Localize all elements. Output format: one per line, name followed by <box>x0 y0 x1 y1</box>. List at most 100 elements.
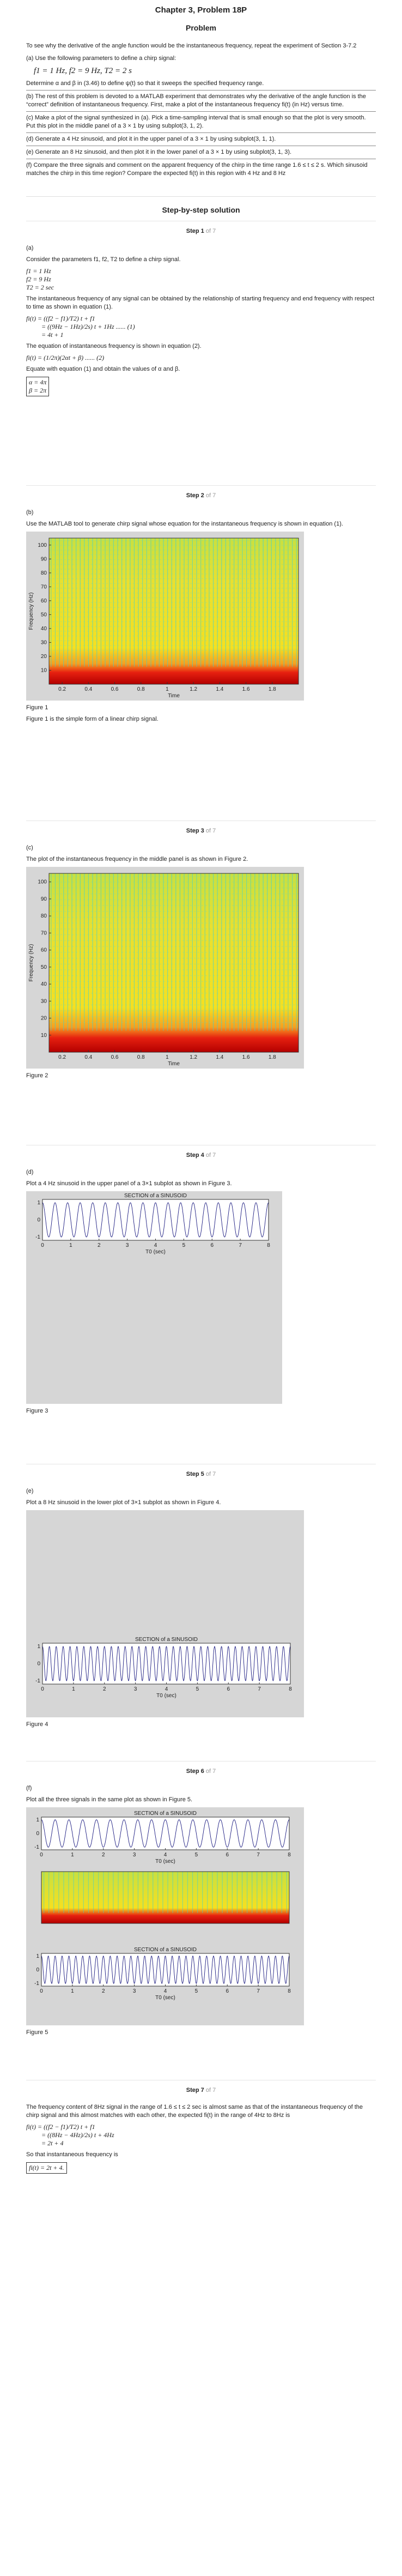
x-tick-label: 8 <box>289 1686 292 1692</box>
y-tick-label: 70 <box>41 930 47 936</box>
x-tick-label: 1.2 <box>190 1054 197 1060</box>
sinusoid-line <box>41 1819 290 1848</box>
combined-figure-5: SECTION of a SINUSOID 1 0 -1 0 1 2 3 4 5 6 7 8 T0 (se… <box>26 1807 304 2025</box>
solution-title: Step-by-step solution <box>162 206 240 214</box>
step-number: Step 5 <box>186 1471 204 1477</box>
step-of: of 7 <box>205 1768 216 1775</box>
sinusoid-title: SECTION of a SINUSOID <box>124 1193 187 1199</box>
equation-line: = ((8Hz − 4Hz)/2s) t + 4Hz <box>41 2131 114 2139</box>
sinusoid-title: SECTION of a SINUSOID <box>134 1811 197 1817</box>
y-tick-label: 0 <box>37 1217 40 1223</box>
x-axis-label: T0 (sec) <box>145 1249 166 1255</box>
x-tick-label: 0.2 <box>58 1054 66 1060</box>
step-body: (d) Plot a 4 Hz sinusoid in the upper pa… <box>26 1168 376 1415</box>
y-tick-label: 20 <box>41 1016 47 1022</box>
part-a-text-2: Determine α and β in (3.46) to define ψ(… <box>26 80 264 87</box>
step-text: Figure 1 is the simple form of a linear … <box>26 716 159 722</box>
part-a-text: (a) Use the following parameters to defi… <box>26 55 176 62</box>
step-text: The instantaneous frequency of any signa… <box>26 295 375 310</box>
answer-box: α = 4π β = 2π <box>26 377 50 396</box>
y-tick-label: 50 <box>41 612 47 618</box>
equation-line: = 4t + 1 <box>41 331 64 339</box>
step-number: Step 2 <box>186 492 204 499</box>
step-header: Step 6 of 7 <box>26 1768 376 1775</box>
x-tick-label: 4 <box>165 1686 168 1692</box>
step-of: of 7 <box>205 1471 216 1477</box>
part-label: (b) <box>26 509 34 516</box>
part-label: (d) <box>26 1169 34 1175</box>
x-tick-label: 3 <box>133 1988 136 1994</box>
equation-line: fi(t) = ((f2 − f1)/T2) t + f1 <box>26 315 95 322</box>
plot-frame <box>41 1817 290 1850</box>
chapter-title: Chapter 3, Problem 18P <box>155 5 247 15</box>
x-tick-label: 2 <box>98 1242 101 1248</box>
x-tick-label: 0.8 <box>137 686 145 692</box>
y-tick-label: 1 <box>36 1817 39 1823</box>
step-text: Plot all the three signals in the same p… <box>26 1796 193 1803</box>
problem-intro: To see why the derivative of the angle f… <box>26 43 357 49</box>
y-tick-label: 60 <box>41 948 47 954</box>
x-tick-label: 8 <box>288 1852 291 1858</box>
equation-line: fi(t) = (1/2π)(2αt + β) ...... (2) <box>26 354 105 361</box>
x-tick-label: 0.4 <box>84 686 92 692</box>
part-a-equation: f1 = 1 Hz, f2 = 9 Hz, T2 = 2 s <box>34 67 132 75</box>
plot-frame <box>42 1643 291 1685</box>
x-tick-label: 5 <box>195 1852 198 1858</box>
figure-caption: Figure 1 <box>26 704 48 711</box>
y-axis-label: Frequency (Hz) <box>28 593 34 630</box>
param-f2: f2 = 9 Hz <box>26 275 51 283</box>
problem-part-c: (c) Make a plot of the signal synthesize… <box>26 112 376 133</box>
plot-frame <box>48 538 299 685</box>
problem-title: Problem <box>185 23 216 32</box>
y-tick-label: 1 <box>37 1200 40 1206</box>
y-tick-label: 30 <box>41 998 47 1004</box>
equation-line: = 2t + 4 <box>41 2139 64 2147</box>
step-7: Step 7 of 7 The frequency content of 8Hz… <box>26 2080 376 2267</box>
x-tick-label: 2 <box>103 1686 106 1692</box>
sinusoid-figure-3: SECTION of a SINUSOID 1 0 -1 0 1 2 3 4 5 6 7 8 T0 (se… <box>26 1191 282 1404</box>
x-tick-label: 1 <box>72 1686 75 1692</box>
x-tick-label: 1.4 <box>216 686 223 692</box>
y-tick-label: 40 <box>41 626 47 632</box>
x-tick-label: 0 <box>40 1988 43 1994</box>
y-tick-label: 100 <box>38 879 47 885</box>
x-tick-label: 5 <box>182 1242 186 1248</box>
step-body: (f) Plot all the three signals in the sa… <box>26 1784 376 2037</box>
answer-alpha: α = 4π <box>29 378 47 386</box>
y-axis-label: Frequency (Hz) <box>28 944 34 982</box>
y-tick-label: 80 <box>41 570 47 576</box>
x-tick-label: 0.6 <box>111 686 119 692</box>
step-text: Consider the parameters f1, f2, T2 to de… <box>26 256 181 263</box>
x-axis-label: T0 (sec) <box>156 1693 176 1699</box>
step-1: Step 1 of 7 (a) Consider the parameters … <box>26 221 376 479</box>
step-text: Equate with equation (1) and obtain the … <box>26 366 180 372</box>
spectrogram-figure-1: 100 90 80 70 60 50 40 30 20 10 0.2 0.4 0.6 0.8 1 1.2 1.4… <box>26 532 304 701</box>
step-body: (a) Consider the parameters f1, f2, T2 t… <box>26 244 376 396</box>
spectrogram-field <box>49 873 299 1052</box>
x-tick-label: 0.6 <box>111 1054 119 1060</box>
step-number: Step 7 <box>186 2087 204 2094</box>
step-body: The frequency content of 8Hz signal in t… <box>26 2103 376 2174</box>
spectrogram-figure-2: 100 90 80 70 60 50 40 30 20 10 0.2 0.4 0.6 0.8 1 1.2 1.4… <box>26 867 304 1069</box>
x-tick-label: 7 <box>257 1852 260 1858</box>
x-tick-label: 3 <box>126 1242 129 1248</box>
problem-part-a: (a) Use the following parameters to defi… <box>26 52 376 91</box>
y-tick-label: 70 <box>41 584 47 590</box>
plot-frame <box>42 1199 269 1241</box>
problem-statement: To see why the derivative of the angle f… <box>26 40 376 180</box>
x-tick-label: 1.2 <box>190 686 197 692</box>
x-tick-label: 3 <box>133 1852 136 1858</box>
step-header: Step 5 of 7 <box>26 1471 376 1477</box>
y-tick-label: 100 <box>38 542 47 548</box>
equation-line: fi(t) = ((f2 − f1)/T2) t + f1 <box>26 2123 95 2131</box>
x-axis-label: Time <box>168 1061 180 1067</box>
x-tick-label: 1.6 <box>242 686 250 692</box>
plot-frame <box>48 873 299 1053</box>
x-tick-label: 0 <box>41 1686 44 1692</box>
part-label: (c) <box>26 844 33 851</box>
step-text: Plot a 8 Hz sinusoid in the lower plot o… <box>26 1499 221 1506</box>
x-tick-label: 0.2 <box>58 686 66 692</box>
step-header: Step 4 of 7 <box>26 1152 376 1159</box>
x-tick-label: 6 <box>226 1852 229 1858</box>
